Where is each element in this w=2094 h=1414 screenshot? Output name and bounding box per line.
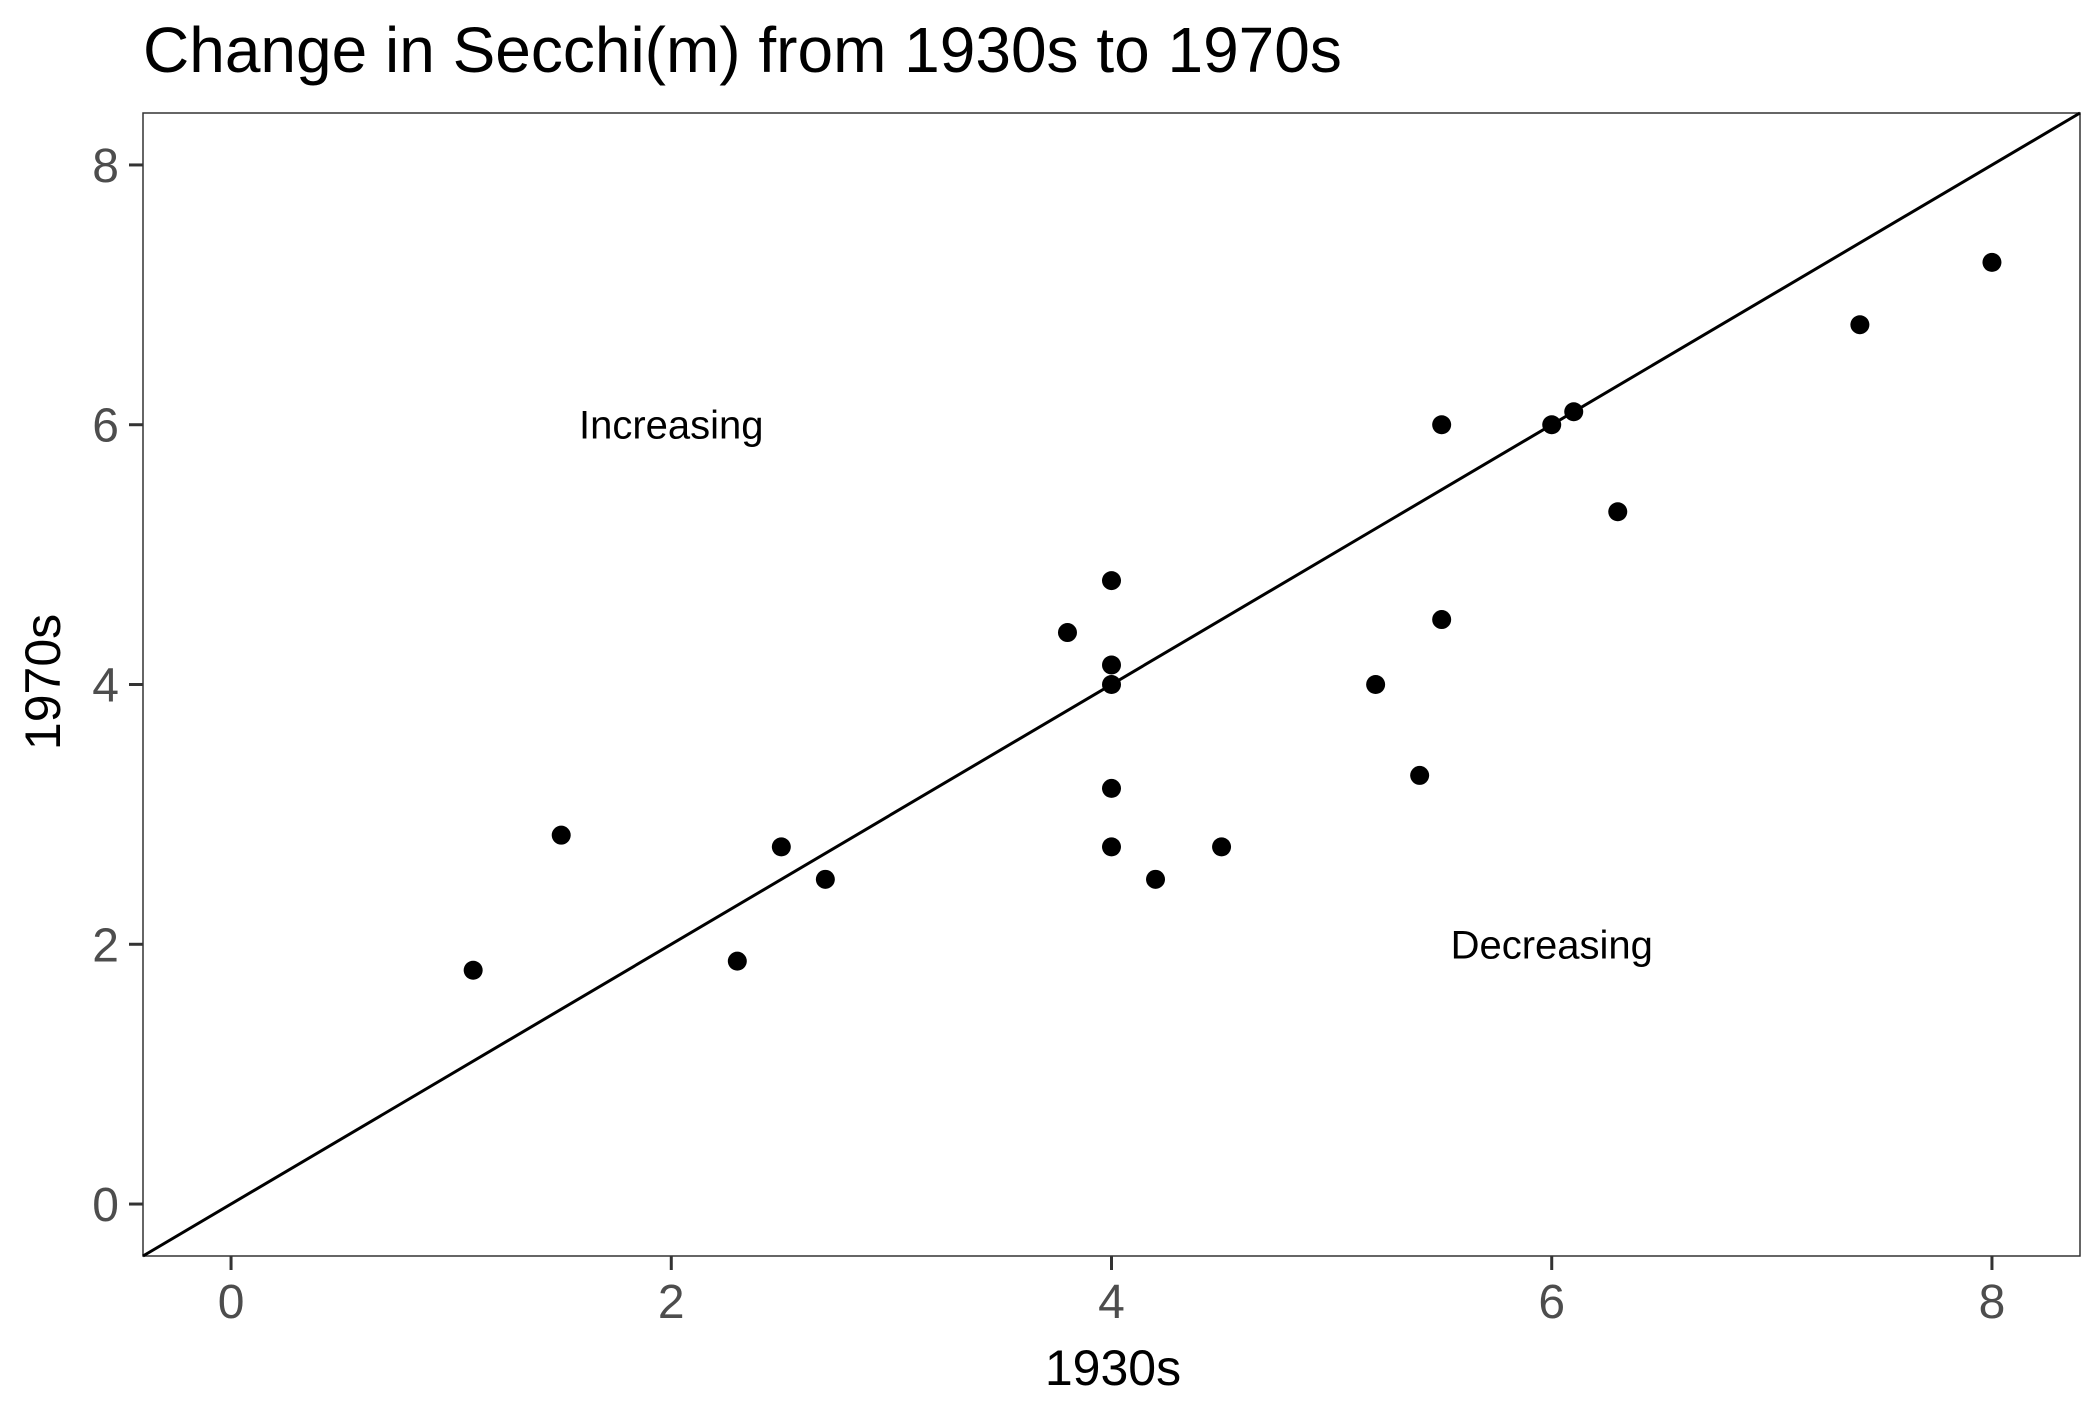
data-point: [551, 825, 571, 845]
x-tick-label: 8: [1979, 1276, 2006, 1329]
y-tick-label: 0: [92, 1179, 119, 1232]
annotations: Increasing Decreasing: [579, 404, 1653, 968]
tick-marks: [129, 163, 1994, 1270]
data-point: [815, 869, 835, 889]
chart-title: Change in Secchi(m) from 1930s to 1970s: [143, 14, 1342, 86]
data-point: [1432, 415, 1452, 435]
data-point: [1212, 837, 1232, 857]
annotation-label: Decreasing: [1451, 923, 1653, 967]
data-point: [1366, 675, 1386, 694]
data-point: [1564, 402, 1584, 422]
x-tick-label: 0: [218, 1276, 245, 1329]
data-point: [1410, 765, 1430, 785]
annotation-label: Increasing: [579, 404, 764, 448]
data-point: [463, 960, 483, 980]
data-point: [1608, 502, 1628, 522]
tick-labels: 0 2 4 6 8 0 2 4 6 8: [92, 140, 2005, 1329]
data-point: [1102, 837, 1121, 857]
data-point: [1850, 315, 1870, 335]
data-point: [1102, 778, 1121, 798]
data-point: [1542, 415, 1562, 435]
y-tick-label: 6: [92, 400, 119, 453]
plot-area: 0 2 4 6 8 0 2 4 6 8 Increasing Decreasing: [92, 111, 2081, 1329]
data-point: [1057, 623, 1077, 643]
y-axis-title: 1970s: [15, 614, 71, 750]
data-point: [1102, 655, 1121, 675]
x-tick-label: 2: [658, 1276, 685, 1329]
data-point: [727, 951, 747, 971]
data-point: [1432, 610, 1452, 630]
x-tick-label: 6: [1538, 1276, 1565, 1329]
y-tick-label: 2: [92, 919, 119, 972]
y-tick-label: 4: [92, 660, 119, 713]
x-axis-title: 1930s: [1045, 1340, 1181, 1396]
data-point: [771, 837, 791, 857]
x-tick-label: 4: [1098, 1276, 1125, 1329]
y-tick-label: 8: [92, 140, 119, 193]
data-point: [1146, 869, 1166, 889]
data-points: [463, 252, 2002, 980]
data-point: [1102, 571, 1121, 591]
data-point: [1982, 252, 2002, 272]
data-point: [1102, 675, 1121, 694]
